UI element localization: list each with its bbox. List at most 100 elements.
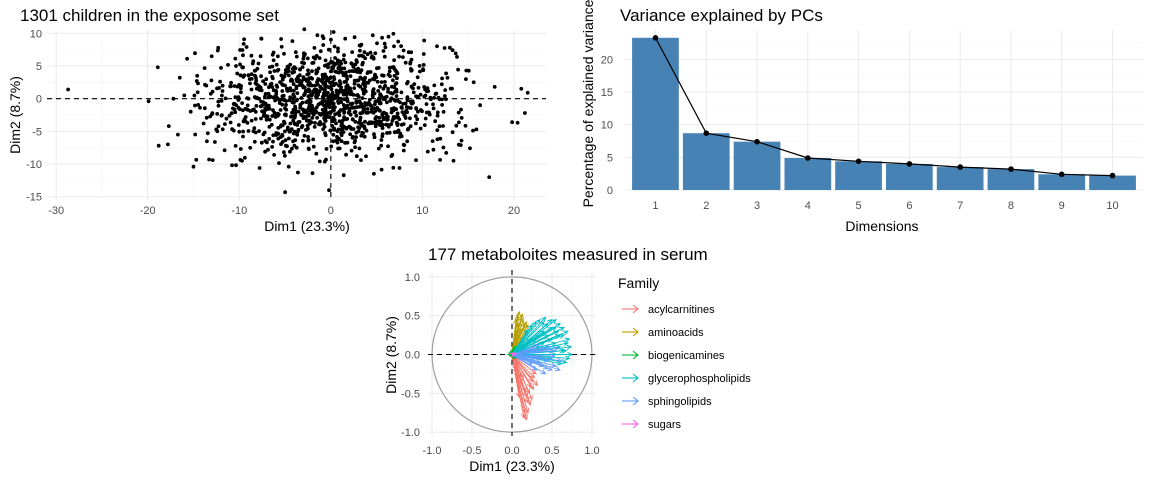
individual-point [295, 91, 300, 95]
individual-point [324, 103, 328, 108]
individual-point [448, 45, 452, 50]
individual-point [392, 73, 397, 78]
individual-point [353, 138, 357, 143]
individual-point [365, 52, 370, 57]
individual-point [366, 70, 371, 74]
individual-point [366, 121, 371, 126]
individual-point [254, 104, 259, 108]
individual-point [215, 48, 220, 53]
variable-arrow [511, 318, 553, 355]
individual-point [293, 66, 298, 71]
individual-point [246, 129, 251, 133]
individual-point [240, 48, 245, 52]
x-tick-label: 3 [754, 200, 760, 212]
x-tick-label: 8 [1008, 200, 1014, 212]
individual-point [381, 97, 386, 101]
individual-point [241, 108, 245, 113]
individual-point [420, 109, 424, 114]
individual-point [66, 87, 70, 92]
individual-point [321, 127, 325, 132]
individual-point [471, 128, 475, 133]
individual-point [422, 94, 427, 99]
individual-point [382, 54, 387, 59]
individual-point [344, 90, 349, 95]
individual-point [193, 51, 197, 56]
individual-point [400, 106, 404, 110]
individual-point [300, 65, 305, 69]
individual-point [263, 92, 268, 96]
individual-point [251, 59, 256, 64]
scree-bars [632, 37, 1136, 190]
individual-point [314, 54, 319, 58]
individual-point [263, 82, 268, 86]
individual-point [285, 64, 290, 69]
individual-point [306, 126, 310, 131]
individual-point [395, 71, 400, 76]
individual-point [371, 110, 376, 115]
individual-point [220, 93, 224, 98]
individual-point [155, 65, 160, 70]
individual-point [338, 81, 343, 86]
variable-arrow [511, 354, 532, 406]
individual-point [280, 123, 285, 128]
individual-point [256, 61, 261, 66]
individual-point [348, 74, 353, 78]
individual-point [329, 37, 333, 42]
individual-point [397, 166, 402, 170]
individual-point [233, 56, 238, 61]
individual-point [370, 33, 375, 38]
individual-point [375, 79, 380, 84]
individual-point [259, 116, 263, 121]
individual-point [310, 171, 315, 176]
individual-point [270, 52, 275, 57]
individual-point [290, 100, 295, 105]
individual-point [417, 64, 422, 68]
variable-arrow [511, 353, 542, 360]
individual-point [334, 121, 338, 126]
individual-point [466, 68, 471, 73]
variable-arrow [511, 346, 560, 355]
individual-point [450, 48, 455, 53]
individual-point [381, 115, 385, 119]
individual-point [336, 127, 341, 132]
individual-point [339, 131, 343, 135]
individual-point [273, 113, 278, 118]
individual-point [306, 135, 310, 139]
scree-line [652, 35, 1116, 179]
individual-point [350, 50, 355, 54]
individual-point [269, 95, 273, 99]
individual-point [352, 35, 357, 40]
scree-bar [835, 161, 882, 190]
individual-point [330, 100, 334, 105]
individual-point [357, 126, 362, 130]
y-tick-label: 10 [30, 28, 42, 40]
individual-point [302, 133, 307, 138]
individual-point [328, 93, 333, 98]
individual-point [236, 105, 241, 110]
individual-point [299, 125, 304, 130]
individual-point [453, 51, 458, 56]
variable-arrow [511, 326, 557, 355]
individual-point [265, 107, 269, 112]
individual-point [330, 119, 335, 124]
individual-point [323, 84, 327, 89]
individual-point [386, 144, 390, 149]
individual-point [321, 43, 326, 47]
individual-point [414, 121, 418, 126]
variable-arrow [511, 328, 529, 355]
individual-point [382, 110, 386, 115]
individual-point [351, 117, 355, 122]
individual-point [266, 91, 271, 96]
individual-point [392, 44, 396, 49]
individual-point [254, 75, 258, 80]
individual-point [401, 148, 406, 153]
individual-point [303, 91, 307, 96]
individual-point [358, 84, 363, 89]
individual-point [274, 62, 279, 67]
individual-point [405, 95, 410, 100]
individual-point [421, 63, 426, 67]
individual-point [338, 69, 343, 73]
individual-point [370, 94, 375, 99]
individual-point [454, 123, 459, 128]
scree-bar [632, 37, 679, 190]
